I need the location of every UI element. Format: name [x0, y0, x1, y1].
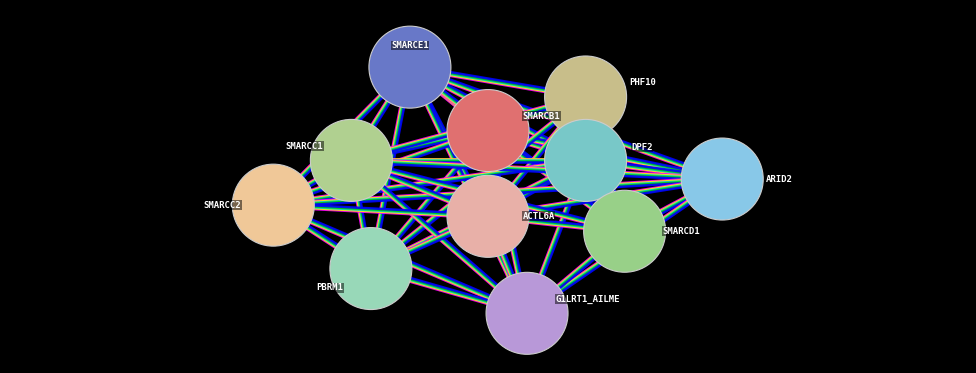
Ellipse shape [486, 272, 568, 354]
Text: PBRM1: PBRM1 [316, 283, 344, 292]
Text: SMARCD1: SMARCD1 [663, 227, 700, 236]
Text: ARID2: ARID2 [765, 175, 793, 184]
Ellipse shape [369, 26, 451, 108]
Ellipse shape [232, 164, 314, 246]
Ellipse shape [545, 119, 627, 201]
Ellipse shape [681, 138, 763, 220]
Text: SMARCC1: SMARCC1 [286, 142, 323, 151]
Text: ACTL6A: ACTL6A [522, 212, 555, 221]
Ellipse shape [447, 90, 529, 172]
Ellipse shape [545, 56, 627, 138]
Text: SMARCB1: SMARCB1 [523, 112, 560, 121]
Ellipse shape [447, 175, 529, 257]
Ellipse shape [330, 228, 412, 310]
Text: G1LRT1_AILME: G1LRT1_AILME [555, 295, 620, 304]
Ellipse shape [310, 119, 392, 201]
Text: SMARCE1: SMARCE1 [391, 41, 428, 50]
Text: DPF2: DPF2 [631, 143, 653, 152]
Text: PHF10: PHF10 [629, 78, 656, 87]
Ellipse shape [584, 190, 666, 272]
Text: SMARCC2: SMARCC2 [204, 201, 241, 210]
